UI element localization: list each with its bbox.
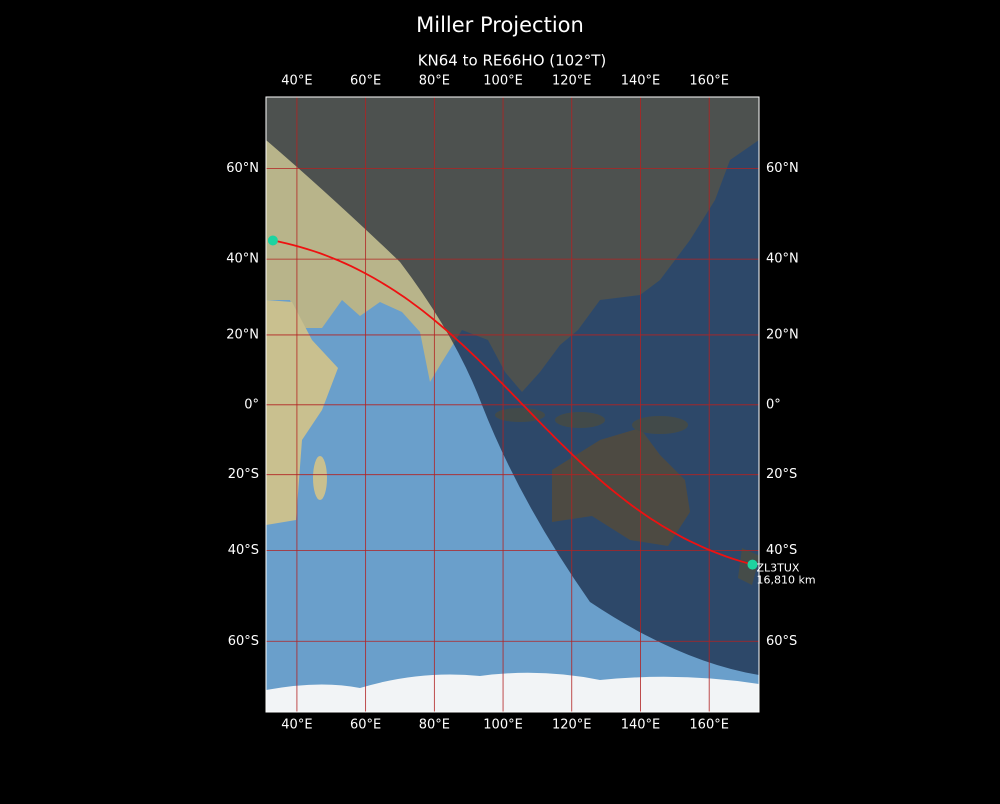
- y-tick-label: 0°: [244, 397, 259, 412]
- y-tick-label: 20°N: [766, 327, 799, 342]
- x-tick-label: 120°E: [552, 74, 592, 89]
- x-tick-label: 140°E: [621, 74, 661, 89]
- y-tick-label: 20°N: [226, 327, 259, 342]
- land: [266, 300, 338, 525]
- x-tick-label: 80°E: [419, 74, 450, 89]
- subtitle: KN64 to RE66HO (102°T): [418, 52, 607, 70]
- great-circle-path: [272, 239, 753, 566]
- y-tick-label: 40°N: [226, 252, 259, 267]
- antarctica: [266, 672, 759, 712]
- x-tick-label: 160°E: [689, 74, 729, 89]
- x-tick-label: 80°E: [419, 718, 450, 733]
- x-tick-label: 140°E: [621, 718, 661, 733]
- station-distance: 16,810 km: [756, 574, 815, 587]
- y-tick-label: 20°S: [228, 467, 259, 482]
- land: [313, 456, 327, 500]
- x-tick-label: 60°E: [350, 74, 381, 89]
- station-marker: [747, 559, 758, 570]
- y-tick-label: 40°S: [228, 543, 259, 558]
- night-shade: [266, 97, 759, 675]
- x-tick-label: 160°E: [689, 718, 729, 733]
- y-tick-label: 20°S: [766, 467, 797, 482]
- x-tick-label: 100°E: [483, 74, 523, 89]
- station-label: ZL3TUX: [756, 562, 799, 575]
- y-tick-label: 60°S: [228, 634, 259, 649]
- x-tick-label: 120°E: [552, 718, 592, 733]
- y-tick-label: 60°N: [766, 161, 799, 176]
- y-tick-label: 60°N: [226, 161, 259, 176]
- y-tick-label: 60°S: [766, 634, 797, 649]
- x-tick-label: 60°E: [350, 718, 381, 733]
- x-tick-label: 100°E: [483, 718, 523, 733]
- y-tick-label: 0°: [766, 397, 781, 412]
- y-tick-label: 40°N: [766, 252, 799, 267]
- y-tick-label: 40°S: [766, 543, 797, 558]
- map-frame: [265, 96, 760, 713]
- x-tick-label: 40°E: [281, 718, 312, 733]
- x-tick-label: 40°E: [281, 74, 312, 89]
- station-marker: [267, 235, 278, 246]
- title: Miller Projection: [416, 13, 584, 37]
- grid: [266, 97, 759, 712]
